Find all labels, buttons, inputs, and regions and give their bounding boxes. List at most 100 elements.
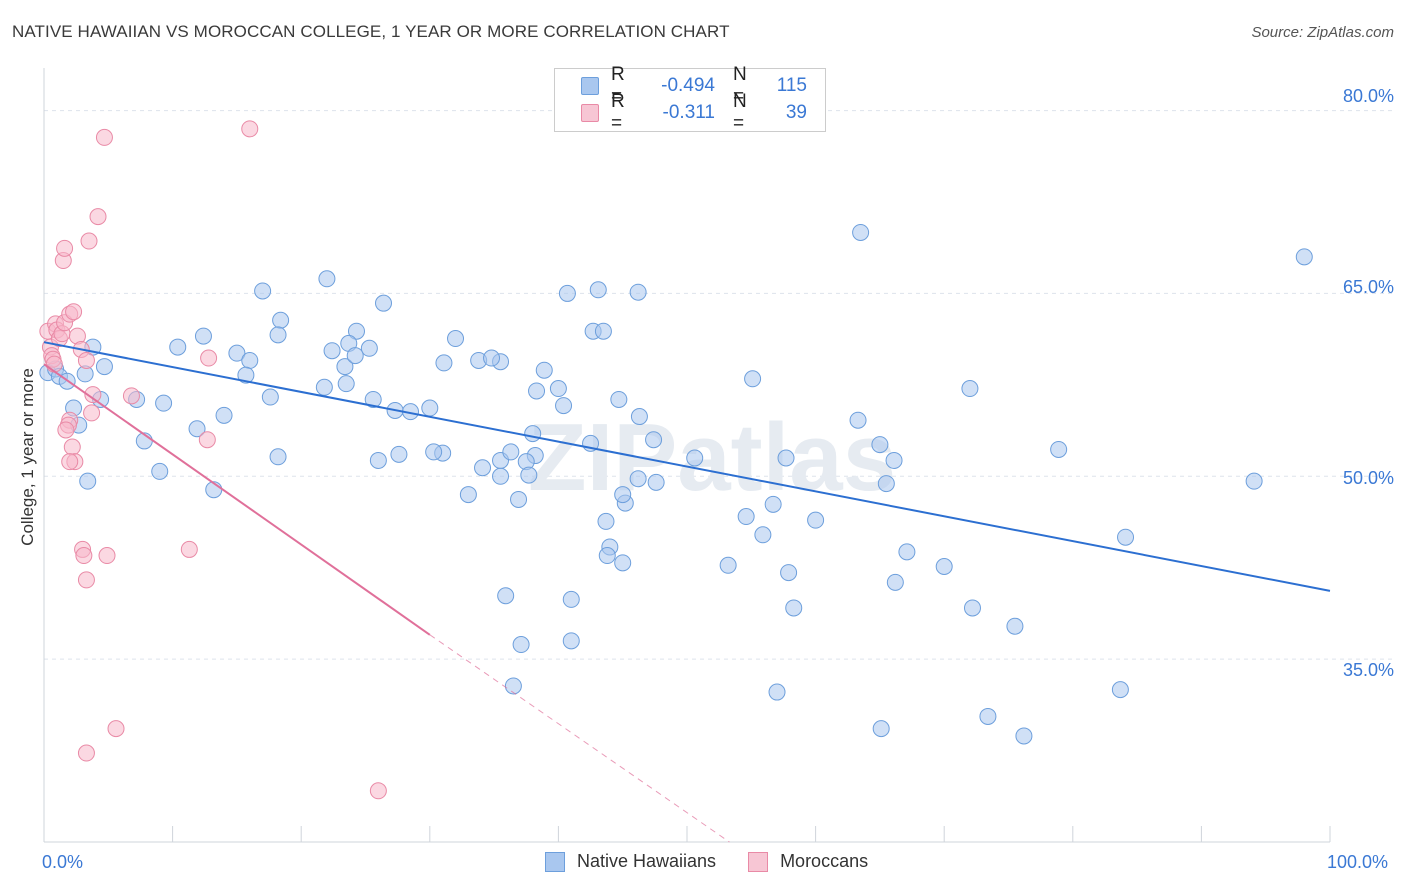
x-tick-label-end: 100.0% <box>1327 852 1389 872</box>
native-hawaiians-point <box>228 344 246 362</box>
native-hawaiians-point <box>347 322 365 340</box>
native-hawaiians-point <box>558 284 576 302</box>
native-hawaiians-point <box>1111 681 1129 699</box>
native-hawaiians-point <box>375 294 393 312</box>
native-hawaiians-point <box>629 283 647 301</box>
native-hawaiians-point <box>169 338 187 356</box>
native-hawaiians-point <box>597 512 615 530</box>
native-hawaiians-point <box>898 543 916 561</box>
native-hawaiians-point <box>337 375 355 393</box>
blue-swatch <box>545 851 565 872</box>
moroccans-point <box>84 386 102 404</box>
native-hawaiians-point <box>719 556 737 574</box>
native-hawaiians-point <box>269 326 287 344</box>
moroccans-point <box>80 232 98 250</box>
native-hawaiians-point <box>390 445 408 463</box>
legend-row-moroccans: R = -0.311 N = 39 <box>581 91 807 134</box>
legend-row-native-hawaiians: R = -0.494 N = 115 <box>581 64 807 107</box>
moroccans-point <box>57 421 75 439</box>
y-axis-label: College, 1 year or more <box>18 368 37 546</box>
native-hawaiians-point <box>315 378 333 396</box>
y-tick-label-65: 65.0% <box>1342 277 1394 297</box>
moroccans-point <box>89 208 107 226</box>
moroccans-point <box>63 438 81 456</box>
native-hawaiians-point <box>492 467 510 485</box>
y-tick-label-80: 80.0% <box>1342 86 1394 106</box>
native-hawaiians-point <box>785 599 803 617</box>
native-hawaiians-point <box>852 223 870 241</box>
moroccans-point <box>65 303 83 321</box>
native-hawaiians-trend-line <box>43 341 1331 592</box>
native-hawaiians-point <box>886 573 904 591</box>
y-tick-label-50: 50.0% <box>1342 468 1394 488</box>
native-hawaiians-point <box>79 472 97 490</box>
native-hawaiians-point <box>555 397 573 415</box>
native-hawaiians-point <box>849 411 867 429</box>
native-hawaiians-point <box>647 473 665 491</box>
moroccans-point <box>180 540 198 558</box>
native-hawaiians-point <box>323 342 341 360</box>
native-hawaiians-point <box>1295 248 1313 266</box>
native-hawaiians-point <box>979 707 997 725</box>
native-hawaiians-point <box>272 311 290 329</box>
native-hawaiians-point <box>318 270 336 288</box>
legend-label: Native Hawaiians <box>577 851 717 871</box>
moroccans-point <box>75 547 93 565</box>
native-hawaiians-point <box>95 358 113 376</box>
native-hawaiians-point <box>686 449 704 467</box>
native-hawaiians-point <box>777 449 795 467</box>
native-hawaiians-point <box>935 557 953 575</box>
native-hawaiians-point <box>510 490 528 508</box>
native-hawaiians-point <box>594 322 612 340</box>
native-hawaiians-point <box>1117 528 1135 546</box>
moroccans-trend-extension <box>429 634 730 843</box>
moroccans-point <box>45 355 63 373</box>
native-hawaiians-point <box>549 380 567 398</box>
native-hawaiians-point <box>421 399 439 417</box>
native-hawaiians-point <box>807 511 825 529</box>
native-hawaiians-point <box>877 475 895 493</box>
native-hawaiians-point <box>1245 472 1263 490</box>
series-legend: Native Hawaiians Moroccans <box>545 851 900 872</box>
native-hawaiians-point <box>589 281 607 299</box>
moroccans-point <box>61 453 79 471</box>
native-hawaiians-point <box>871 436 889 454</box>
native-hawaiians-point <box>497 587 515 605</box>
native-hawaiians-point <box>261 388 279 406</box>
pink-swatch <box>581 104 599 122</box>
grid-layer <box>44 110 1393 660</box>
native-hawaiians-point <box>215 406 233 424</box>
moroccans-point <box>369 782 387 800</box>
moroccans-point <box>107 720 125 738</box>
native-hawaiians-point <box>474 459 492 477</box>
moroccans-point <box>77 744 95 762</box>
r-value: -0.311 <box>662 102 715 123</box>
native-hawaiians-point <box>512 636 530 654</box>
native-hawaiians-point <box>459 486 477 504</box>
r-label: R = <box>611 64 625 107</box>
native-hawaiians-point <box>645 431 663 449</box>
native-hawaiians-point <box>269 448 287 466</box>
native-hawaiians-point <box>502 443 520 461</box>
moroccans-point <box>200 349 218 367</box>
native-hawaiians-point <box>360 339 378 357</box>
moroccans-point <box>122 387 140 405</box>
native-hawaiians-point <box>562 590 580 608</box>
native-hawaiians-point <box>369 451 387 469</box>
moroccans-point <box>198 431 216 449</box>
blue-swatch <box>581 77 599 95</box>
native-hawaiians-point <box>885 451 903 469</box>
native-hawaiians-point <box>754 526 772 544</box>
moroccans-point <box>241 120 259 138</box>
native-hawaiians-point <box>194 327 212 345</box>
moroccans-trend-line <box>43 363 431 636</box>
moroccans-point <box>98 547 116 565</box>
native-hawaiians-point <box>528 382 546 400</box>
moroccans-points <box>39 120 387 800</box>
x-tick-label-start: 0.0% <box>42 852 84 872</box>
native-hawaiians-point <box>610 390 628 408</box>
native-hawaiians-point <box>744 370 762 388</box>
native-hawaiians-point <box>151 462 169 480</box>
chart-source: Source: ZipAtlas.com <box>1251 24 1394 41</box>
